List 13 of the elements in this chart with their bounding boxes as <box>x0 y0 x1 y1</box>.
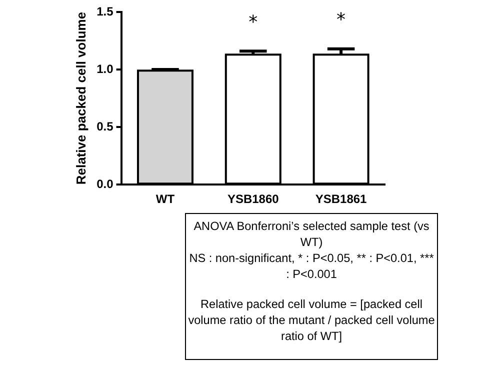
y-tick-label: 0.5 <box>96 119 114 134</box>
x-tick-label: YSB1861 <box>315 192 368 206</box>
text: ANOVA Bonferroni’s selected sample test (vs WT) <box>192 218 430 250</box>
x-tick-label: YSB1860 <box>227 192 280 206</box>
text: Relative packed cell volume = [packed cell volume ratio of the mutant / packed cell volume ratio of WT] <box>188 296 435 344</box>
y-axis-title: Relative packed cell volume <box>73 12 88 185</box>
data-label: * <box>248 12 258 33</box>
y-tick-label: 1.5 <box>96 4 114 18</box>
text: NS : non-significant, * : P<0.05, ** : P<0.01, *** : P<0.001 <box>188 250 435 282</box>
y-tick-label: 0.0 <box>96 176 114 191</box>
y-tick-label: 1.0 <box>96 62 114 76</box>
data-label: * <box>336 9 346 30</box>
x-tick-label: WT <box>156 192 176 206</box>
